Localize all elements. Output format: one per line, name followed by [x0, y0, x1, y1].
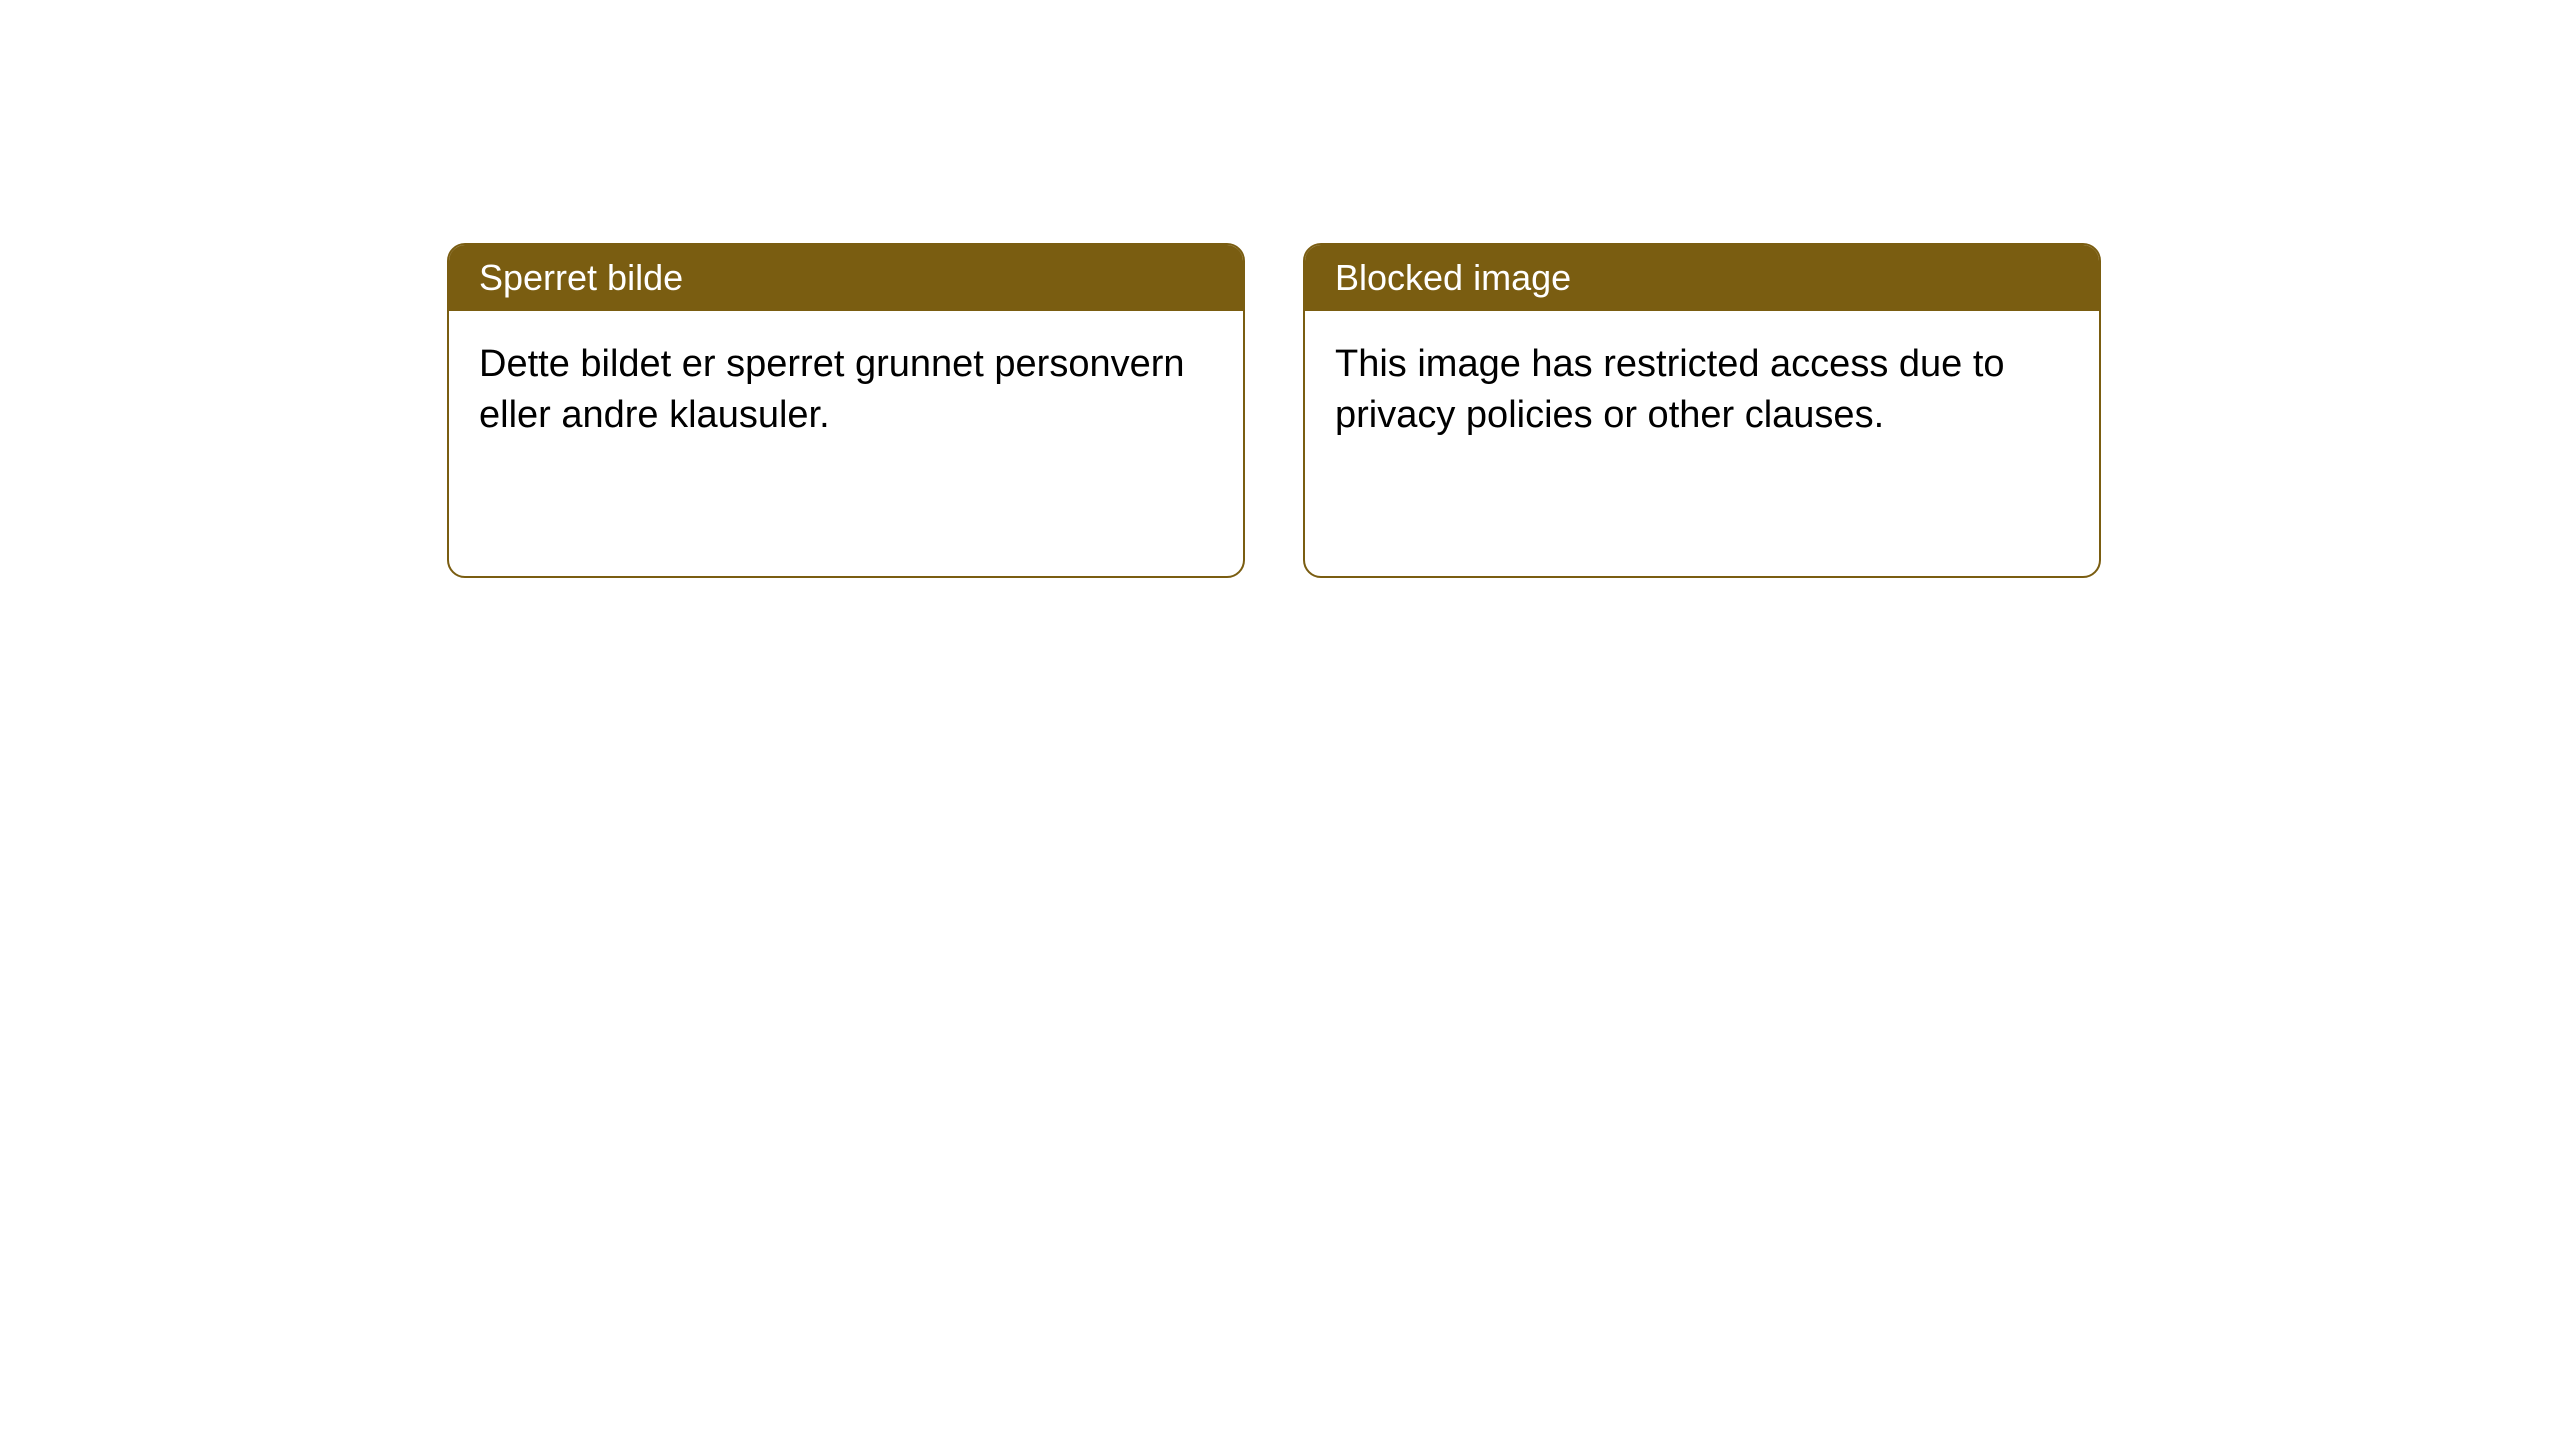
- notice-card-body: Dette bildet er sperret grunnet personve…: [449, 311, 1243, 576]
- notice-card-no: Sperret bilde Dette bildet er sperret gr…: [447, 243, 1245, 578]
- notice-card-en: Blocked image This image has restricted …: [1303, 243, 2101, 578]
- notice-card-title: Blocked image: [1305, 245, 2099, 311]
- notice-card-body: This image has restricted access due to …: [1305, 311, 2099, 576]
- notice-cards-container: Sperret bilde Dette bildet er sperret gr…: [447, 243, 2101, 578]
- notice-card-title: Sperret bilde: [449, 245, 1243, 311]
